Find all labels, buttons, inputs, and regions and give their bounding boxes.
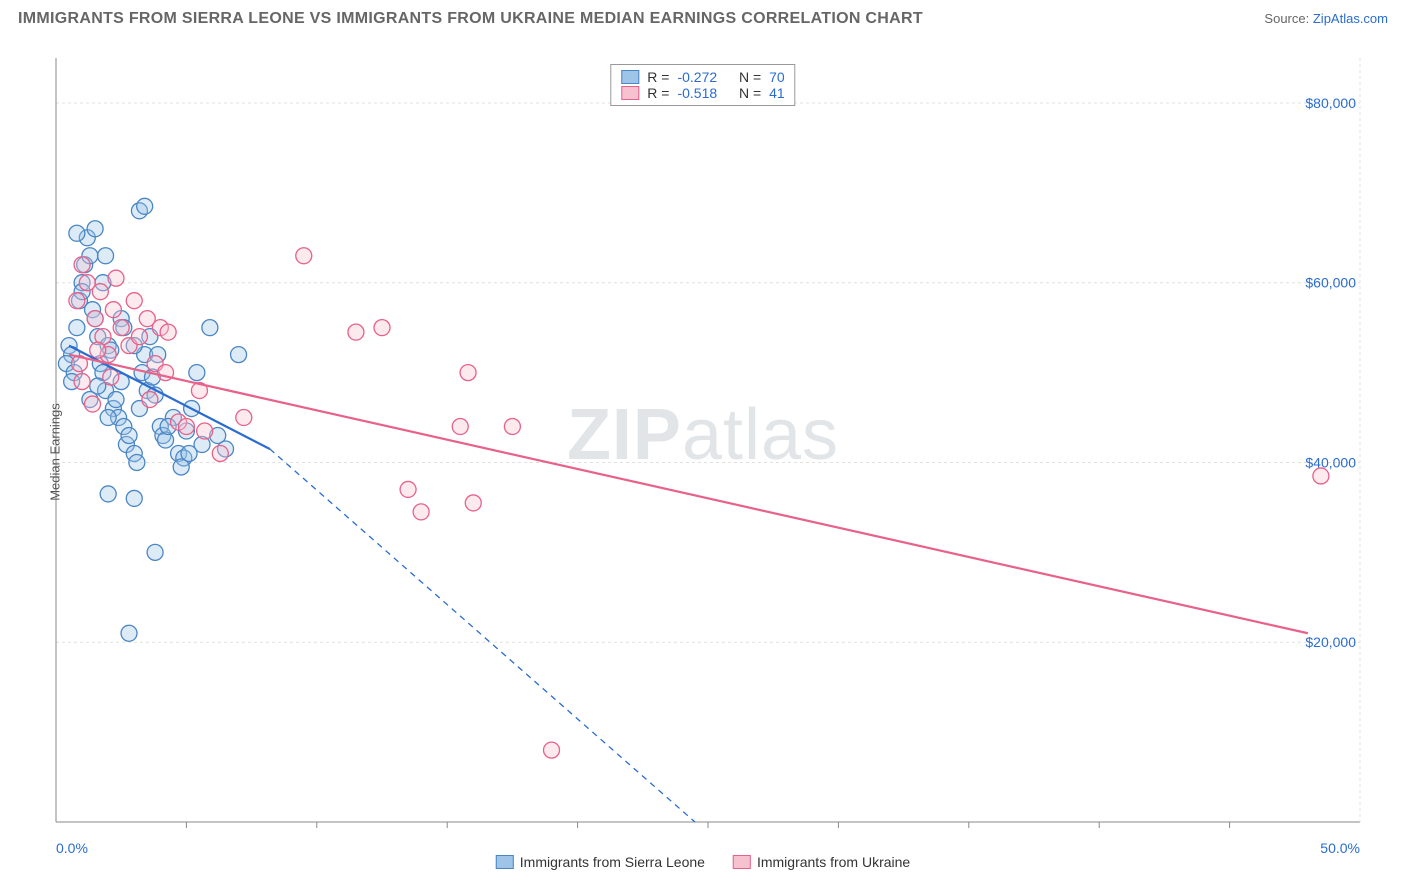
x-axis-start-label: 0.0% — [56, 840, 88, 856]
swatch-sierra-leone-icon — [496, 855, 514, 869]
title-row: IMMIGRANTS FROM SIERRA LEONE VS IMMIGRAN… — [10, 10, 1396, 32]
swatch-ukraine-icon — [733, 855, 751, 869]
chart-title: IMMIGRANTS FROM SIERRA LEONE VS IMMIGRAN… — [18, 10, 923, 28]
svg-text:$60,000: $60,000 — [1305, 275, 1356, 291]
swatch-sierra-leone — [621, 70, 639, 84]
legend-item-ukraine: Immigrants from Ukraine — [733, 854, 910, 870]
chart-container: IMMIGRANTS FROM SIERRA LEONE VS IMMIGRAN… — [10, 10, 1396, 882]
svg-text:$40,000: $40,000 — [1305, 454, 1356, 470]
swatch-ukraine — [621, 86, 639, 100]
legend-row-sierra-leone: R = -0.272 N = 70 — [621, 69, 784, 85]
series-legend: Immigrants from Sierra Leone Immigrants … — [496, 854, 910, 870]
svg-text:$80,000: $80,000 — [1305, 95, 1356, 111]
scatter-plot-svg: $20,000 $40,000 $60,000 $80,000 — [10, 32, 1396, 872]
chart-area: Median Earnings ZIPatlas R = -0.272 N = … — [10, 32, 1396, 872]
source-link[interactable]: ZipAtlas.com — [1313, 11, 1388, 26]
x-axis-end-label: 50.0% — [1320, 840, 1360, 856]
source-attribution: Source: ZipAtlas.com — [1264, 11, 1388, 26]
y-axis-label: Median Earnings — [47, 403, 62, 501]
svg-text:$20,000: $20,000 — [1305, 634, 1356, 650]
legend-row-ukraine: R = -0.518 N = 41 — [621, 85, 784, 101]
legend-item-sierra-leone: Immigrants from Sierra Leone — [496, 854, 705, 870]
correlation-legend: R = -0.272 N = 70 R = -0.518 N = 41 — [610, 64, 795, 106]
